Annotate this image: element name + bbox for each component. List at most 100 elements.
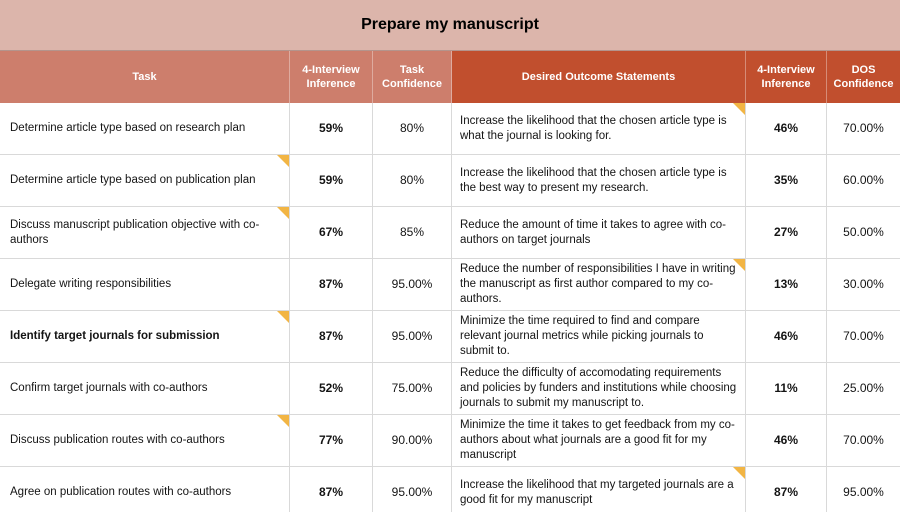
desired-outcome-text: Minimize the time required to find and c… (460, 315, 704, 357)
dos-confidence-value: 30.00% (843, 277, 884, 291)
dos-inference-cell[interactable]: 87% (746, 467, 827, 512)
task-inference-value: 87% (318, 277, 344, 291)
task-confidence-cell[interactable]: 80% (373, 103, 452, 154)
desired-outcome-cell[interactable]: Minimize the time required to find and c… (452, 311, 746, 362)
task-text: Delegate writing responsibilities (10, 278, 172, 290)
task-inference-cell[interactable]: 59% (290, 155, 373, 206)
task-inference-cell[interactable]: 59% (290, 103, 373, 154)
desired-outcome-cell[interactable]: Minimize the time it takes to get feedba… (452, 415, 746, 466)
table-body: Determine article type based on research… (0, 103, 900, 512)
task-text: Confirm target journals with co-authors (10, 382, 208, 394)
dos-confidence-cell[interactable]: 25.00% (827, 363, 900, 414)
task-confidence-cell[interactable]: 85% (373, 207, 452, 258)
dos-inference-cell[interactable]: 46% (746, 103, 827, 154)
desired-outcome-text: Minimize the time it takes to get feedba… (460, 419, 735, 461)
dos-confidence-cell[interactable]: 70.00% (827, 415, 900, 466)
dos-inference-value: 46% (773, 121, 799, 135)
task-confidence-cell[interactable]: 80% (373, 155, 452, 206)
column-header-dos-inference[interactable]: 4-Interview Inference (746, 51, 827, 103)
dos-inference-cell[interactable]: 13% (746, 259, 827, 310)
desired-outcome-cell[interactable]: Reduce the amount of time it takes to ag… (452, 207, 746, 258)
dos-confidence-cell[interactable]: 30.00% (827, 259, 900, 310)
dos-inference-value: 13% (773, 277, 799, 291)
task-cell[interactable]: Discuss publication routes with co-autho… (0, 415, 290, 466)
dos-inference-cell[interactable]: 27% (746, 207, 827, 258)
dos-inference-cell[interactable]: 11% (746, 363, 827, 414)
task-confidence-cell[interactable]: 95.00% (373, 467, 452, 512)
column-header-label: 4-Interview Inference (302, 64, 360, 90)
dos-confidence-cell[interactable]: 95.00% (827, 467, 900, 512)
column-header-task-inference[interactable]: 4-Interview Inference (290, 51, 373, 103)
task-cell[interactable]: Determine article type based on research… (0, 103, 290, 154)
dos-confidence-cell[interactable]: 50.00% (827, 207, 900, 258)
column-header-label: Task Confidence (382, 64, 442, 90)
task-cell[interactable]: Delegate writing responsibilities (0, 259, 290, 310)
table-row: Confirm target journals with co-authors … (0, 363, 900, 415)
table-row: Discuss publication routes with co-autho… (0, 415, 900, 467)
task-confidence-cell[interactable]: 90.00% (373, 415, 452, 466)
task-inference-cell[interactable]: 87% (290, 467, 373, 512)
table-row: Agree on publication routes with co-auth… (0, 467, 900, 512)
task-confidence-value: 95.00% (391, 485, 433, 499)
task-inference-cell[interactable]: 87% (290, 259, 373, 310)
dos-confidence-cell[interactable]: 70.00% (827, 311, 900, 362)
dos-inference-cell[interactable]: 46% (746, 311, 827, 362)
task-cell[interactable]: Confirm target journals with co-authors (0, 363, 290, 414)
desired-outcome-text: Reduce the difficulty of accomodating re… (460, 367, 737, 409)
table-row: Determine article type based on research… (0, 103, 900, 155)
comment-note-icon (733, 259, 745, 271)
dos-inference-value: 87% (773, 485, 799, 499)
task-confidence-value: 80% (399, 121, 425, 135)
comment-note-icon (277, 155, 289, 167)
task-text: Agree on publication routes with co-auth… (10, 486, 232, 498)
task-inference-cell[interactable]: 52% (290, 363, 373, 414)
desired-outcome-text: Reduce the number of responsibilities I … (460, 263, 736, 305)
task-inference-cell[interactable]: 87% (290, 311, 373, 362)
column-header-label: Task (132, 71, 157, 83)
dos-confidence-value: 95.00% (843, 485, 884, 499)
table-row: Discuss manuscript publication objective… (0, 207, 900, 259)
task-inference-value: 59% (318, 121, 344, 135)
task-cell[interactable]: Determine article type based on publicat… (0, 155, 290, 206)
task-inference-cell[interactable]: 67% (290, 207, 373, 258)
task-confidence-value: 85% (399, 225, 425, 239)
dos-confidence-cell[interactable]: 70.00% (827, 103, 900, 154)
column-header-label: DOS Confidence (833, 64, 894, 90)
comment-note-icon (733, 467, 745, 479)
dos-confidence-value: 50.00% (843, 225, 884, 239)
desired-outcome-cell[interactable]: Increase the likelihood that the chosen … (452, 155, 746, 206)
column-header-desired-outcome-statements[interactable]: Desired Outcome Statements (452, 51, 746, 103)
dos-confidence-cell[interactable]: 60.00% (827, 155, 900, 206)
task-cell[interactable]: Identify target journals for submission (0, 311, 290, 362)
comment-note-icon (277, 207, 289, 219)
desired-outcome-cell[interactable]: Increase the likelihood that the chosen … (452, 103, 746, 154)
task-inference-cell[interactable]: 77% (290, 415, 373, 466)
column-header-task-confidence[interactable]: Task Confidence (373, 51, 452, 103)
task-text: Discuss manuscript publication objective… (10, 218, 260, 246)
dos-confidence-value: 25.00% (843, 381, 884, 395)
column-header-label: 4-Interview Inference (757, 64, 815, 90)
column-header-task[interactable]: Task (0, 51, 290, 103)
task-confidence-cell[interactable]: 75.00% (373, 363, 452, 414)
task-text: Identify target journals for submission (10, 330, 220, 342)
task-inference-value: 87% (318, 329, 344, 343)
sheet-title-bar[interactable]: Prepare my manuscript (0, 0, 900, 51)
task-confidence-cell[interactable]: 95.00% (373, 311, 452, 362)
task-cell[interactable]: Agree on publication routes with co-auth… (0, 467, 290, 512)
desired-outcome-cell[interactable]: Reduce the difficulty of accomodating re… (452, 363, 746, 414)
column-header-dos-confidence[interactable]: DOS Confidence (827, 51, 900, 103)
task-confidence-value: 90.00% (391, 433, 433, 447)
dos-confidence-value: 70.00% (843, 433, 884, 447)
task-inference-value: 59% (318, 173, 344, 187)
dos-inference-cell[interactable]: 35% (746, 155, 827, 206)
desired-outcome-cell[interactable]: Increase the likelihood that my targeted… (452, 467, 746, 512)
task-cell[interactable]: Discuss manuscript publication objective… (0, 207, 290, 258)
dos-inference-cell[interactable]: 46% (746, 415, 827, 466)
task-text: Determine article type based on research… (10, 122, 246, 134)
comment-note-icon (733, 103, 745, 115)
dos-confidence-value: 70.00% (843, 121, 884, 135)
task-confidence-cell[interactable]: 95.00% (373, 259, 452, 310)
desired-outcome-cell[interactable]: Reduce the number of responsibilities I … (452, 259, 746, 310)
dos-inference-value: 46% (773, 329, 799, 343)
